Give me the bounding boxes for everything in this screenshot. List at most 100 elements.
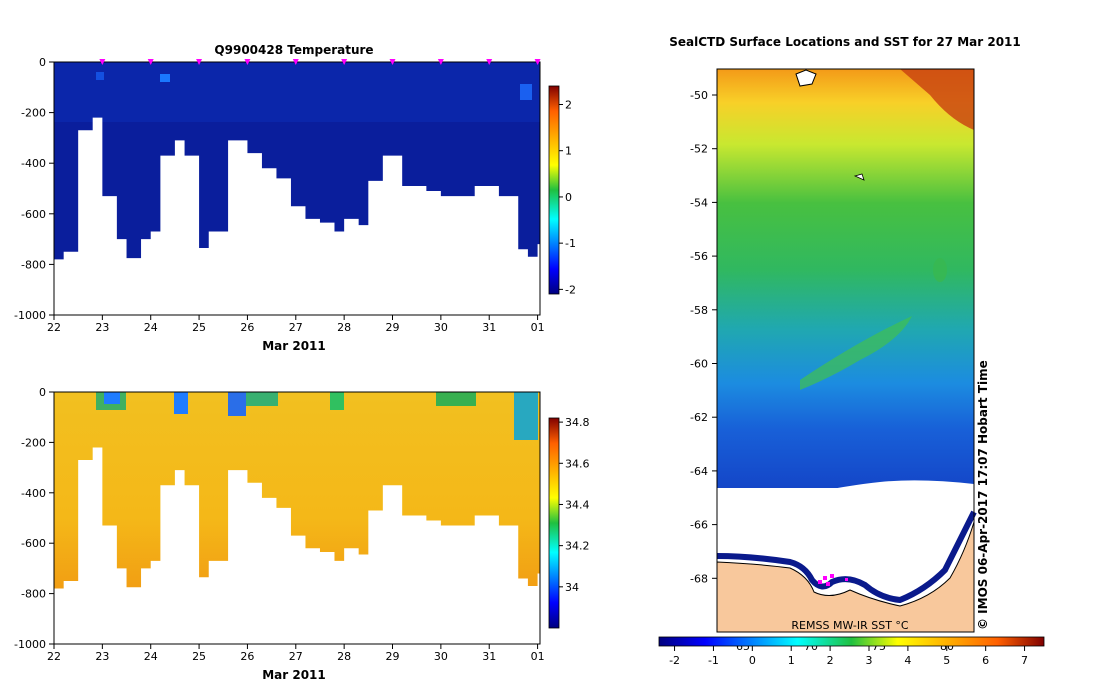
salinity-plot-frame [53, 391, 541, 645]
salinity-surface-blue [174, 392, 188, 414]
seal-location-marker [818, 580, 822, 584]
sst-caption: REMSS MW-IR SST °C [791, 619, 909, 632]
x-tick-label: 22 [47, 650, 61, 663]
x-tick-label: 26 [240, 321, 254, 334]
y-tick-label: -1000 [14, 638, 46, 651]
y-tick-label: -200 [21, 107, 46, 120]
antarctic-land [716, 521, 975, 633]
x-tick-label: 24 [144, 321, 158, 334]
antarctic-coastline [716, 510, 977, 604]
sst-green-tongue [800, 316, 912, 390]
sst-map-title: SealCTD Surface Locations and SST for 27… [669, 35, 1021, 49]
heard-island [853, 173, 865, 181]
temperature-title: Q9900428 Temperature [214, 43, 373, 57]
colorbar-tick-label: -1 [565, 237, 576, 250]
temperature-no-data-mask [54, 117, 540, 315]
colorbar-tick-label: 1 [565, 145, 572, 158]
sealctd-surface-locations [818, 574, 848, 586]
profile-marker [486, 59, 493, 65]
colorbar-tick-label: 34.8 [565, 416, 590, 429]
y-tick-label: -800 [21, 588, 46, 601]
seal-location-marker [823, 576, 827, 580]
colorbar-tick-label: 2 [827, 654, 834, 667]
colorbar-tick-label: -1 [708, 654, 719, 667]
sst-colorbar-ticks: -2 -1 0 1 2 3 4 5 6 7 [669, 646, 1028, 667]
profile-marker [341, 59, 348, 65]
x-tick-label: 31 [482, 650, 496, 663]
colorbar-tick-label: 0 [749, 654, 756, 667]
colorbar-tick-label: -2 [565, 283, 576, 296]
colorbar-tick-label: 2 [565, 98, 572, 111]
salinity-surface-green [330, 392, 344, 410]
x-tick-label: 29 [386, 321, 400, 334]
colorbar-tick-label: 4 [904, 654, 911, 667]
profile-marker [196, 59, 203, 65]
profile-marker [147, 59, 154, 65]
latitude-tick-label: -56 [690, 250, 708, 263]
salinity-colorbar [548, 417, 560, 629]
temperature-panel: Q9900428 Temperature 0 -200 -400 -600 -800 -1… [14, 43, 576, 353]
temperature-xlabel: Mar 2011 [262, 339, 326, 353]
profile-marker [244, 59, 251, 65]
x-tick-label: 30 [434, 321, 448, 334]
salinity-no-data-mask [54, 447, 540, 644]
seal-location-marker [830, 574, 834, 578]
latitude-tick-label: -62 [690, 411, 708, 424]
profile-marker [389, 59, 396, 65]
profile-marker [292, 59, 299, 65]
x-tick-label: 31 [482, 321, 496, 334]
profile-marker [437, 59, 444, 65]
sst-warm-corner [900, 69, 974, 130]
latitude-axis: -50 -52 -54 -56 -58 -60 -62 -64 -66 -68 [690, 89, 717, 585]
salinity-xlabel: Mar 2011 [262, 668, 326, 682]
salinity-y-axis: 0 -200 -400 -600 -800 -1000 [14, 386, 54, 651]
temperature-colorbar-ticks: 2 1 0 -1 -2 [559, 98, 576, 296]
latitude-tick-label: -52 [690, 143, 708, 156]
colorbar-tick-label: 1 [788, 654, 795, 667]
sst-eddy [933, 258, 947, 282]
colorbar-tick-label: 0 [565, 191, 572, 204]
salinity-surface-blue [228, 392, 246, 416]
colorbar-tick-label: 34.4 [565, 498, 590, 511]
temperature-warm-patch [96, 72, 104, 80]
x-tick-label: 23 [95, 321, 109, 334]
x-tick-label: 01 [531, 321, 545, 334]
x-tick-label: 28 [337, 650, 351, 663]
seal-location-marker [845, 578, 848, 581]
y-tick-label: -600 [21, 208, 46, 221]
sst-field [717, 69, 974, 488]
x-tick-label: 27 [289, 650, 303, 663]
x-tick-label: 29 [386, 650, 400, 663]
latitude-tick-label: -50 [690, 89, 708, 102]
salinity-surface-blue [104, 392, 120, 404]
temperature-colorbar [548, 85, 560, 295]
colorbar-tick-label: 3 [866, 654, 873, 667]
temperature-warm-patch [160, 74, 170, 82]
sea-ice-region [717, 480, 974, 560]
temperature-x-axis: 22 23 24 25 26 27 28 29 30 31 01 [47, 315, 545, 334]
latitude-tick-label: -60 [690, 358, 708, 371]
colorbar-tick-label: 5 [943, 654, 950, 667]
kerguelen-island [795, 69, 817, 87]
salinity-surface-green [246, 392, 278, 406]
colorbar-tick-label: 34.2 [565, 540, 590, 553]
profile-markers [99, 59, 541, 65]
salinity-surface-cyan [514, 392, 538, 440]
latitude-tick-label: -58 [690, 304, 708, 317]
colorbar-tick-label: 7 [1021, 654, 1028, 667]
salinity-panel: 0 -200 -400 -600 -800 -1000 22 23 24 25 26 27 28 29 3… [14, 386, 589, 682]
y-tick-label: -400 [21, 487, 46, 500]
x-tick-label: 26 [240, 650, 254, 663]
x-tick-label: 28 [337, 321, 351, 334]
seal-location-marker [826, 582, 830, 586]
colorbar-tick-label: 34 [565, 581, 579, 594]
colorbar-tick-label: 34.6 [565, 457, 590, 470]
temperature-warm-patch [520, 84, 532, 100]
sst-map-panel: SealCTD Surface Locations and SST for 27… [658, 35, 1045, 667]
x-tick-label: 23 [95, 650, 109, 663]
x-tick-label: 25 [192, 650, 206, 663]
salinity-colorbar-ticks: 34.8 34.6 34.4 34.2 34 [559, 416, 590, 594]
sst-colorbar [658, 636, 1045, 647]
x-tick-label: 27 [289, 321, 303, 334]
